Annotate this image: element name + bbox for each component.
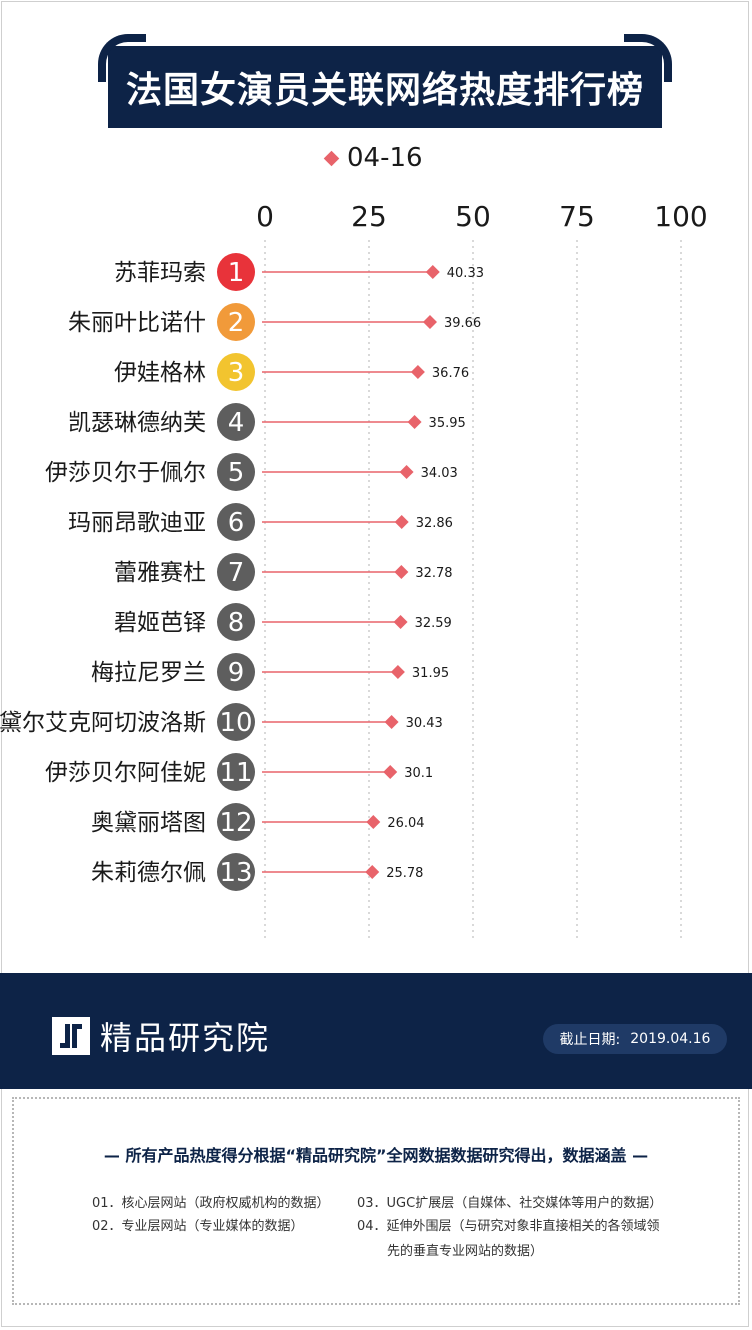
rank-badge xyxy=(217,703,255,741)
rank-number: 4 xyxy=(228,408,245,438)
value-label: 25.78 xyxy=(386,866,423,881)
value-label: 39.66 xyxy=(444,316,481,331)
banner-corner-left xyxy=(98,34,146,82)
category-label: 凯瑟琳德纳芙 xyxy=(68,410,206,436)
rank-number: 7 xyxy=(228,558,245,588)
rank-badge xyxy=(217,853,255,891)
category-label: 玛丽昂歌迪亚 xyxy=(68,510,206,536)
value-label: 31.95 xyxy=(412,666,449,681)
data-point xyxy=(410,365,425,379)
cutoff-date-value: 2019.04.16 xyxy=(630,1031,711,1047)
data-point xyxy=(365,865,380,879)
rank-badge xyxy=(217,303,255,341)
category-label: 伊娃格林 xyxy=(114,360,206,386)
note-item: 03．UGC扩展层（自媒体、社交媒体等用户的数据） xyxy=(357,1196,663,1211)
x-tick-label: 0 xyxy=(256,200,274,233)
rank-number: 12 xyxy=(219,808,252,838)
category-label: 阿黛尔艾克阿切波洛斯 xyxy=(0,710,206,736)
value-label: 40.33 xyxy=(447,266,484,281)
rank-number: 9 xyxy=(228,658,245,688)
category-label: 苏菲玛索 xyxy=(114,260,206,286)
note-item: 02．专业层网站（专业媒体的数据） xyxy=(92,1219,304,1234)
x-tick-label: 100 xyxy=(654,200,707,233)
rank-number: 1 xyxy=(228,258,245,288)
data-point xyxy=(366,815,381,829)
data-point xyxy=(383,765,398,779)
x-tick-label: 75 xyxy=(559,200,595,233)
data-point xyxy=(390,665,405,679)
value-label: 30.1 xyxy=(404,766,433,781)
rank-badge xyxy=(217,803,255,841)
value-label: 30.43 xyxy=(406,716,443,731)
rank-badge xyxy=(217,653,255,691)
value-label: 32.78 xyxy=(415,566,452,581)
rank-number: 10 xyxy=(219,708,252,738)
note-item: 先的垂直专业网站的数据） xyxy=(387,1244,544,1259)
rank-number: 11 xyxy=(219,758,252,788)
rank-badge xyxy=(217,553,255,591)
rank-number: 3 xyxy=(228,358,245,388)
rank-badge xyxy=(217,503,255,541)
value-label: 32.86 xyxy=(416,516,453,531)
rank-badge xyxy=(217,403,255,441)
category-label: 碧姬芭铎 xyxy=(114,610,206,636)
rank-number: 13 xyxy=(219,858,252,888)
note-item: 04．延伸外围层（与研究对象非直接相关的各领域领 xyxy=(357,1219,660,1234)
title-banner: 法国女演员关联网络热度排行榜 xyxy=(98,34,672,128)
legend-label: 04-16 xyxy=(347,143,423,173)
cutoff-date: 截止日期: 2019.04.16 xyxy=(543,1024,727,1054)
brand-name: 精品研究院 xyxy=(100,1019,271,1057)
category-label: 梅拉尼罗兰 xyxy=(91,660,206,686)
rank-badge xyxy=(217,603,255,641)
data-point xyxy=(394,515,409,529)
notes-headline: — 所有产品热度得分根据“精品研究院”全网数据数据研究得出，数据涵盖 — xyxy=(103,1146,649,1165)
value-label: 35.95 xyxy=(429,416,466,431)
data-point xyxy=(393,615,408,629)
data-point xyxy=(422,315,437,329)
data-point xyxy=(407,415,422,429)
brand-logo-icon xyxy=(52,1017,90,1055)
category-label: 蕾雅赛杜 xyxy=(114,560,206,586)
category-label: 伊莎贝尔阿佳妮 xyxy=(45,760,206,786)
value-label: 26.04 xyxy=(387,816,424,831)
rank-number: 8 xyxy=(228,608,245,638)
brand: 精品研究院 xyxy=(52,1013,270,1059)
rank-number: 5 xyxy=(228,458,245,488)
legend-diamond-icon xyxy=(323,150,340,166)
rank-number: 6 xyxy=(228,508,245,538)
category-label: 朱丽叶比诺什 xyxy=(68,310,206,336)
data-point xyxy=(384,715,399,729)
rank-badge xyxy=(217,753,255,791)
data-point xyxy=(394,565,409,579)
category-label: 朱莉德尔佩 xyxy=(91,860,206,886)
rank-badge xyxy=(217,453,255,491)
value-label: 34.03 xyxy=(421,466,458,481)
cutoff-date-label: 截止日期: xyxy=(559,1032,621,1048)
rank-badge xyxy=(217,253,255,291)
category-label: 奥黛丽塔图 xyxy=(91,810,206,836)
banner-corner-right xyxy=(624,34,672,82)
x-tick-label: 25 xyxy=(351,200,387,233)
notes-box xyxy=(12,1097,740,1305)
note-item: 01．核心层网站（政府权威机构的数据） xyxy=(92,1196,330,1211)
chart-title: 法国女演员关联网络热度排行榜 xyxy=(125,70,644,111)
value-label: 36.76 xyxy=(432,366,469,381)
category-label: 伊莎贝尔于佩尔 xyxy=(45,460,206,486)
rank-badge xyxy=(217,353,255,391)
data-point xyxy=(399,465,414,479)
value-label: 32.59 xyxy=(415,616,452,631)
x-tick-label: 50 xyxy=(455,200,491,233)
legend: 04-16 xyxy=(323,143,423,173)
data-point xyxy=(425,265,440,279)
rank-number: 2 xyxy=(228,308,245,338)
